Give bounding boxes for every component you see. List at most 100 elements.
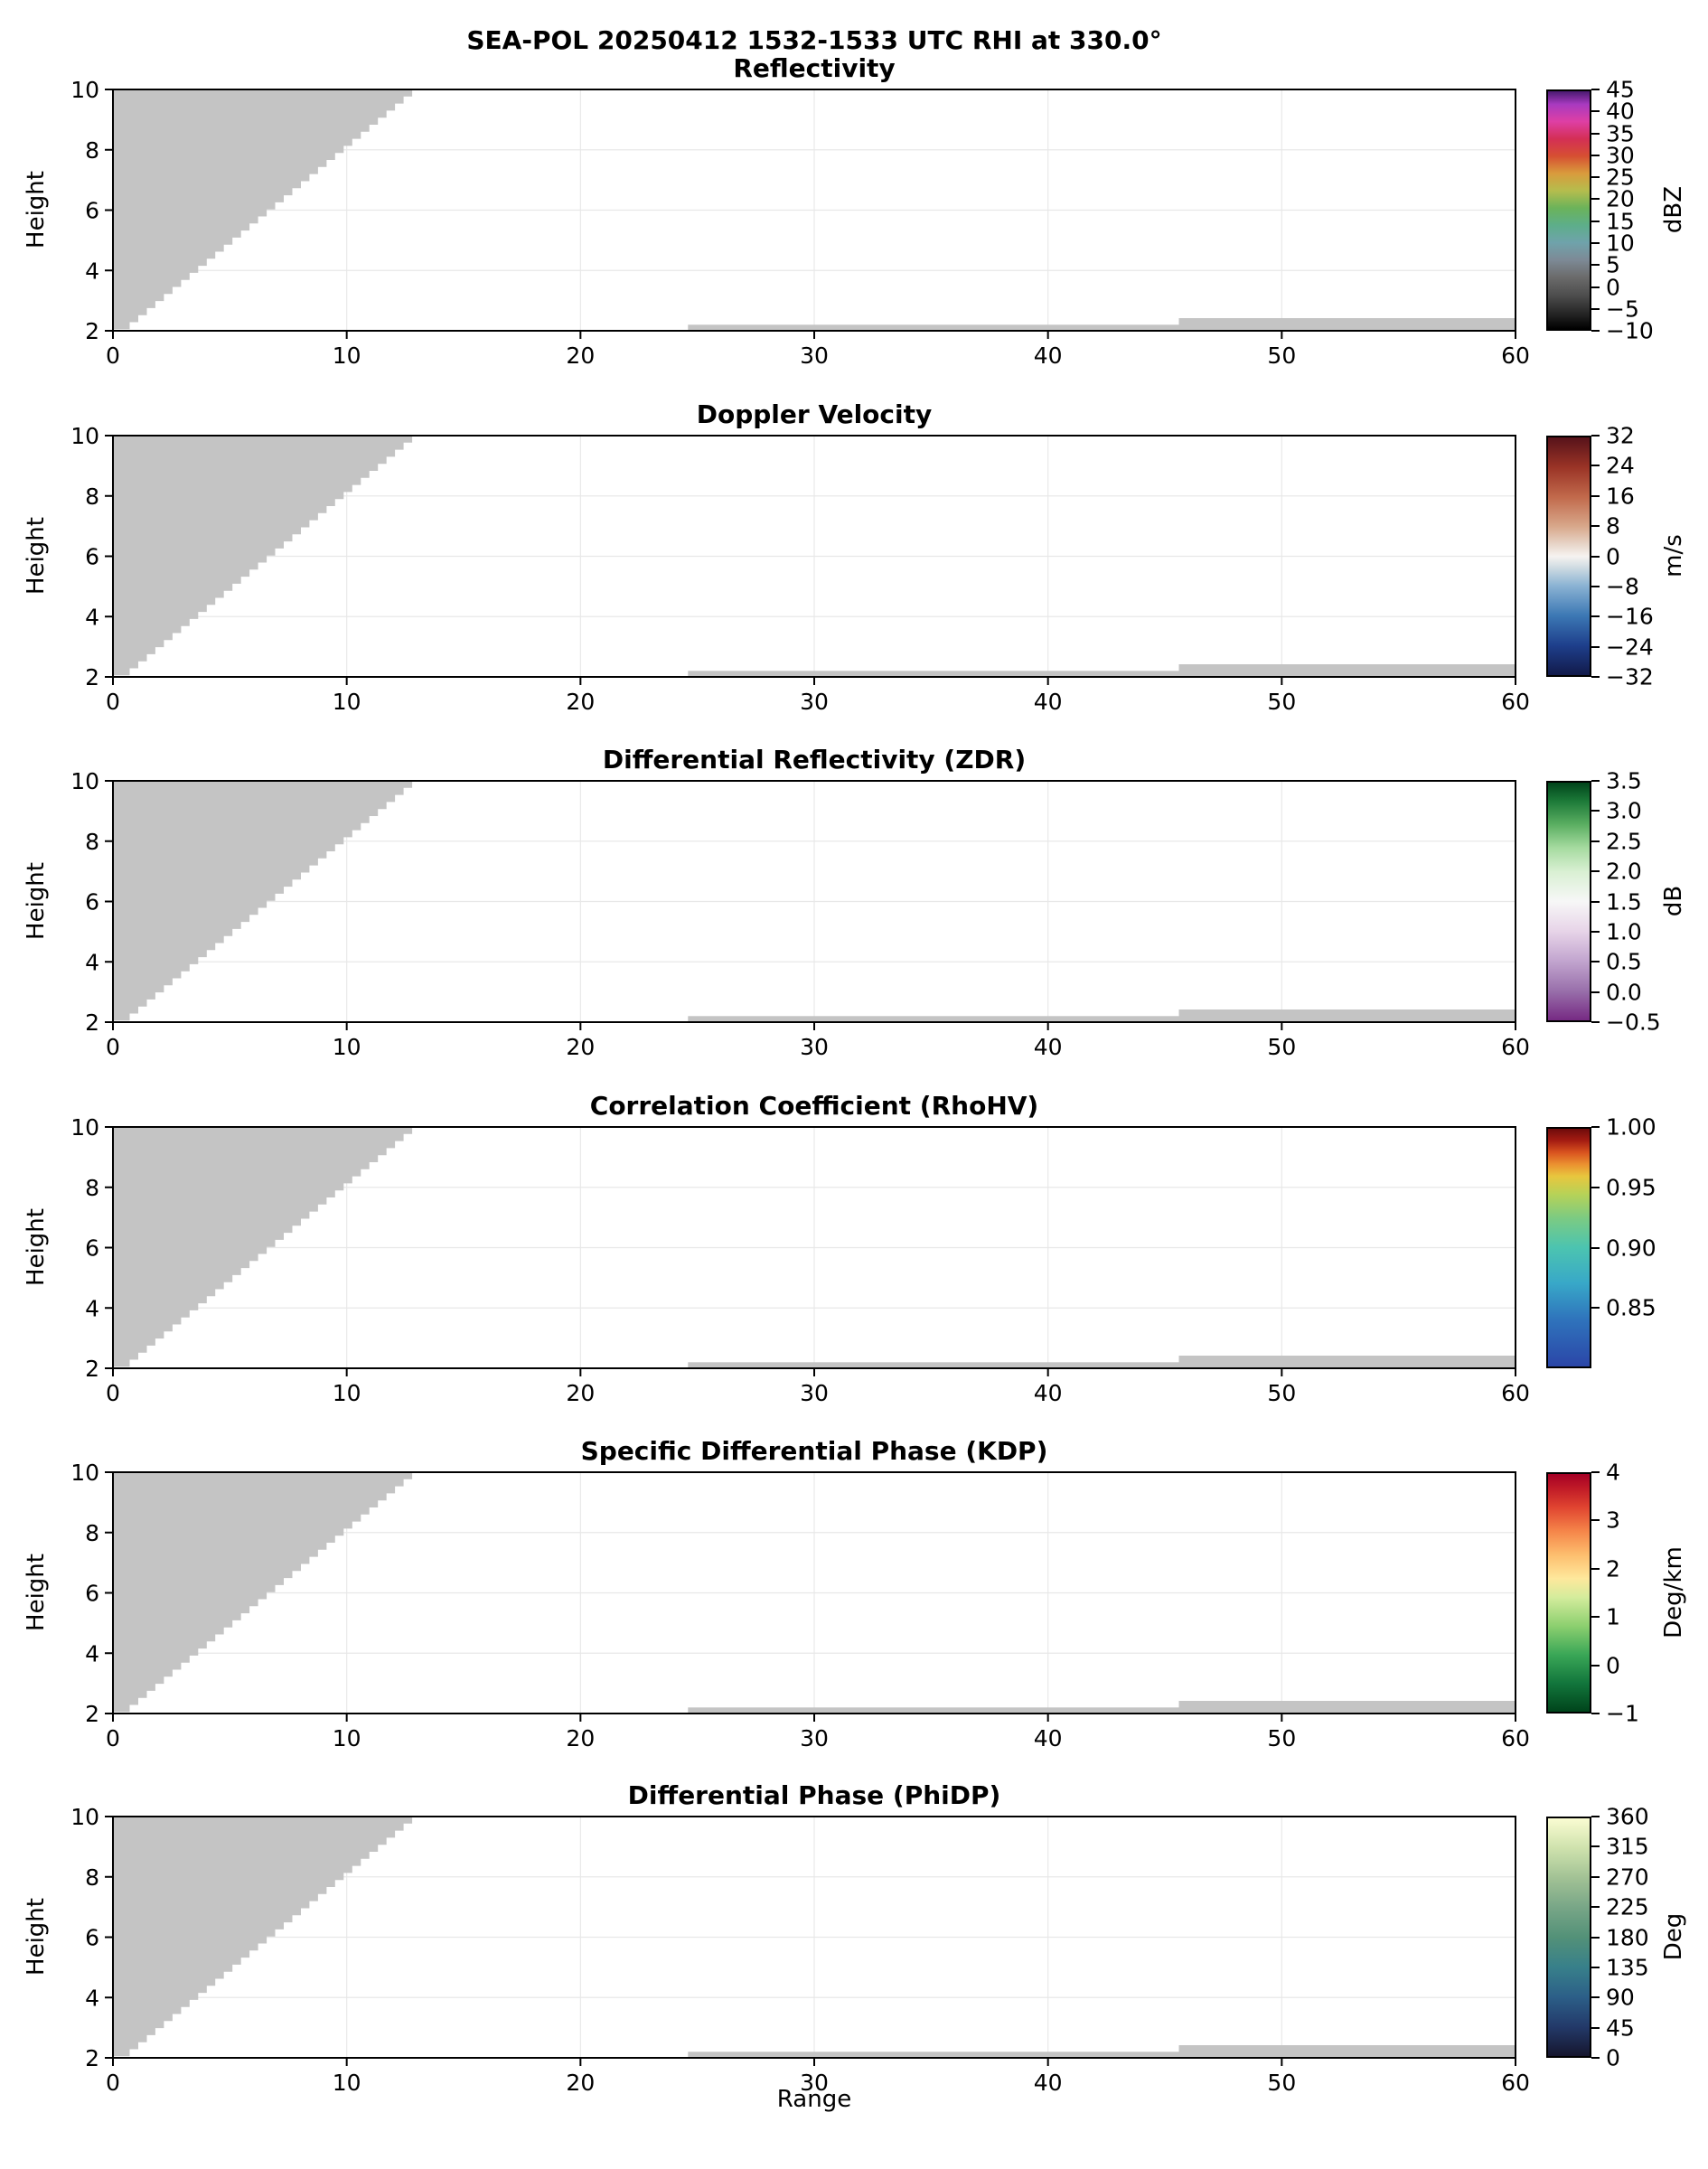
colorbar-tick <box>1591 1567 1600 1570</box>
colorbar-tick-label: 24 <box>1606 452 1635 479</box>
colorbar-tick <box>1591 2057 1600 2059</box>
y-tick-label: 6 <box>85 1235 99 1262</box>
y-tick-label: 2 <box>85 1009 99 1036</box>
colorbar-tick <box>1591 1519 1600 1522</box>
colorbar-tick-label: 45 <box>1606 2014 1635 2042</box>
masked-wedge <box>113 1127 413 1367</box>
axes-frame <box>112 780 1516 1023</box>
y-tick-label: 6 <box>85 889 99 915</box>
colorbar-tick-label: 0.0 <box>1606 979 1642 1006</box>
masked-strip <box>1178 318 1516 331</box>
colorbar-tick-label: 2 <box>1606 1555 1620 1582</box>
colorbar-tick <box>1591 615 1600 618</box>
y-axis-label: Height <box>23 517 50 595</box>
colorbar-tick-label: 0 <box>1606 274 1620 300</box>
colorbar-tick-label: 16 <box>1606 483 1635 510</box>
plot-area: 0 10 20 30 40 50 60 2 4 6 8 10 <box>70 77 1530 369</box>
colorbar-tick-label: −5 <box>1606 296 1639 323</box>
x-tick-label: 10 <box>333 343 361 369</box>
panel-title: Reflectivity <box>733 53 896 83</box>
colorbar-tick <box>1591 330 1600 332</box>
x-tick-label: 60 <box>1501 2070 1530 2096</box>
colorbar-tick-label: 32 <box>1606 422 1635 449</box>
colorbar-unit-label: Deg/km <box>1660 1546 1687 1638</box>
x-tick-label: 0 <box>106 2070 120 2096</box>
colorbar-tick-label: 10 <box>1606 230 1635 257</box>
y-tick-label: 8 <box>85 829 99 855</box>
colorbar-tick-label: 4 <box>1606 1459 1620 1486</box>
plot-area: 0 10 20 30 40 50 60 2 4 6 8 10 <box>70 1460 1530 1751</box>
colorbar <box>1546 89 1591 331</box>
colorbar-tick <box>1591 1021 1600 1023</box>
x-tick-label: 50 <box>1267 689 1296 715</box>
y-tick-label: 8 <box>85 484 99 510</box>
y-tick-label: 6 <box>85 198 99 224</box>
colorbar-tick-label: 35 <box>1606 120 1635 146</box>
colorbar <box>1546 1472 1591 1714</box>
masked-strip <box>688 1362 1179 1368</box>
colorbar-tick <box>1591 198 1600 201</box>
x-tick-label: 0 <box>106 689 120 715</box>
colorbar-tick <box>1591 1816 1600 1817</box>
x-tick-label: 20 <box>566 1725 595 1751</box>
colorbar-tick-label: −24 <box>1606 634 1654 661</box>
y-tick-label: 4 <box>85 1295 99 1321</box>
colorbar-tick-label: −1 <box>1606 1700 1639 1727</box>
y-tick-label: 10 <box>70 1114 99 1141</box>
colorbar-tick-label: 0 <box>1606 543 1620 569</box>
colorbar-tick-label: 40 <box>1606 98 1635 125</box>
x-tick-label: 60 <box>1501 343 1530 369</box>
y-tick-label: 2 <box>85 1701 99 1727</box>
y-tick-label: 8 <box>85 1175 99 1201</box>
x-tick-label: 40 <box>1034 689 1063 715</box>
colorbar-tick <box>1591 1246 1600 1249</box>
masked-strip <box>688 1016 1179 1022</box>
colorbar-tick <box>1591 900 1600 903</box>
colorbar-tick-label: 5 <box>1606 251 1620 278</box>
colorbar-tick <box>1591 1906 1600 1909</box>
x-tick-label: 30 <box>800 1725 829 1751</box>
colorbar-tick-label: 8 <box>1606 512 1620 540</box>
y-tick-label: 8 <box>85 1864 99 1891</box>
colorbar-tick-label: 0.85 <box>1606 1294 1656 1321</box>
colorbar-tick <box>1591 810 1600 812</box>
y-tick-label: 2 <box>85 1356 99 1382</box>
masked-strip <box>1178 2045 1516 2058</box>
y-tick-label: 10 <box>70 1804 99 1830</box>
x-tick-label: 60 <box>1501 1380 1530 1406</box>
axes-frame <box>112 1126 1516 1369</box>
colorbar-tick <box>1591 1471 1600 1473</box>
colorbar-tick <box>1591 435 1600 437</box>
y-tick-label: 4 <box>85 1985 99 2011</box>
colorbar-tick <box>1591 241 1600 244</box>
x-tick-label: 30 <box>800 1380 829 1406</box>
plot-area: 0 10 20 30 40 50 60 2 4 6 8 10 <box>70 1114 1530 1406</box>
x-tick-label: 0 <box>106 343 120 369</box>
colorbar-tick <box>1591 555 1600 558</box>
colorbar-tick-label: 0.90 <box>1606 1235 1656 1261</box>
axes-frame <box>112 1471 1516 1714</box>
masked-wedge <box>113 89 413 330</box>
panel-title: Doppler Velocity <box>696 399 933 429</box>
plot-area: 0 10 20 30 40 50 60 2 4 6 8 10 <box>70 423 1530 715</box>
axes-frame <box>112 89 1516 332</box>
colorbar-unit-label: m/s <box>1660 534 1687 577</box>
colorbar-tick-label: 225 <box>1606 1893 1649 1920</box>
colorbar-tick-label: 20 <box>1606 185 1635 212</box>
colorbar-tick <box>1591 1126 1600 1128</box>
colorbar-tick-label: 2.5 <box>1606 828 1642 855</box>
masked-strip <box>1178 1701 1516 1714</box>
colorbar-tick-label: 0 <box>1606 1652 1620 1679</box>
plot-area: 0 10 20 30 40 50 60 2 4 6 8 10 <box>70 1804 1530 2096</box>
colorbar-tick-label: 3 <box>1606 1507 1620 1534</box>
colorbar-tick <box>1591 961 1600 963</box>
colorbar-tick <box>1591 991 1600 993</box>
colorbar-tick-label: 1.00 <box>1606 1113 1656 1141</box>
masked-strip <box>1178 664 1516 677</box>
colorbar-tick <box>1591 1186 1600 1188</box>
panel-rhohv: Correlation Coefficient (RhoHV) Height 0… <box>0 1091 1708 1406</box>
colorbar-tick-label: 3.0 <box>1606 797 1642 824</box>
axes-frame <box>112 435 1516 678</box>
colorbar-unit-label: dB <box>1660 885 1687 917</box>
colorbar-tick <box>1591 494 1600 497</box>
